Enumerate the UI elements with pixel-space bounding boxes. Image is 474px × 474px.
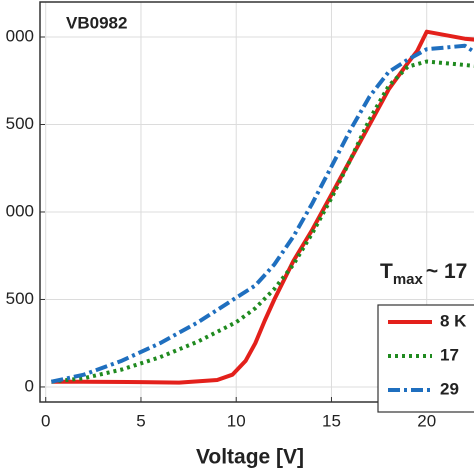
x-tick-label: 15 <box>322 411 341 430</box>
annotation-rest: ~ 17 <box>426 260 467 283</box>
y-tick-label: 000 <box>6 26 34 45</box>
annotation-sub: max <box>393 271 424 288</box>
x-tick-label: 5 <box>136 411 145 430</box>
plot-frame <box>39 1 474 403</box>
chart-title: VB0982 <box>66 13 127 32</box>
data-line <box>50 43 474 384</box>
y-tick-label: 500 <box>6 289 34 308</box>
legend-label: 29 <box>440 379 459 398</box>
x-axis-label: Voltage [V] <box>196 446 304 469</box>
lines <box>50 29 474 385</box>
y-tick-label: 000 <box>6 201 34 220</box>
data-line <box>51 29 474 385</box>
legend-label: 8 K <box>440 311 467 330</box>
y-tick-label: 0 <box>25 376 34 395</box>
data-line <box>51 59 474 384</box>
legend: 8 K 17 29 <box>388 311 467 398</box>
legend-label: 17 <box>440 345 459 364</box>
annotation: Tmax ~ 17 <box>380 260 467 288</box>
annotation-main: T <box>380 260 393 283</box>
y-tick-label: 500 <box>6 114 34 133</box>
x-tick-label: 0 <box>41 411 50 430</box>
x-tick-label: 10 <box>227 411 246 430</box>
x-tick-label: 20 <box>417 411 436 430</box>
